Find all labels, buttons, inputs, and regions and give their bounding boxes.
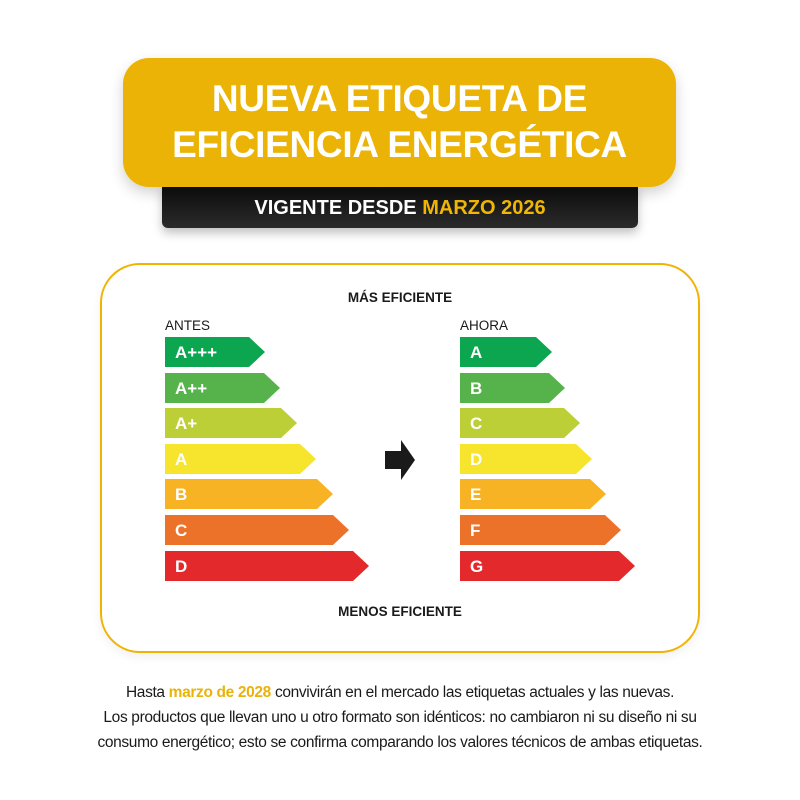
more-efficient-label: MÁS EFICIENTE bbox=[347, 290, 453, 305]
footnote: Hasta marzo de 2028 convivirán en el mer… bbox=[0, 680, 800, 755]
after-class-bar-F: F bbox=[460, 515, 621, 545]
before-class-bar-A+: A+ bbox=[165, 408, 297, 438]
subtitle-bar: VIGENTE DESDE MARZO 2026 bbox=[162, 184, 638, 228]
after-class-bar-A: A bbox=[460, 337, 552, 367]
after-class-bar-B: B bbox=[460, 373, 565, 403]
footnote-line-3: consumo energético; esto se confirma com… bbox=[97, 734, 703, 751]
subtitle-date: MARZO 2026 bbox=[422, 197, 546, 219]
title-line-2: EFICIENCIA ENERGÉTICA bbox=[172, 124, 627, 165]
footnote-line-2: Los productos que llevan uno u otro form… bbox=[103, 709, 697, 726]
after-class-bar-G: G bbox=[460, 551, 635, 581]
footnote-date: marzo de 2028 bbox=[168, 684, 272, 701]
after-label: AHORA bbox=[460, 318, 509, 333]
title-line-1: NUEVA ETIQUETA DE bbox=[211, 78, 588, 119]
before-label: ANTES bbox=[165, 318, 211, 333]
after-class-bar-E: E bbox=[460, 479, 606, 509]
footnote-prefix: Hasta bbox=[125, 684, 165, 701]
title-banner: NUEVA ETIQUETA DE EFICIENCIA ENERGÉTICA bbox=[123, 58, 676, 187]
before-class-bar-B: B bbox=[165, 479, 333, 509]
after-class-bar-D: D bbox=[460, 444, 592, 474]
footnote-suffix: convivirán en el mercado las etiquetas a… bbox=[274, 684, 675, 701]
before-class-bar-A: A bbox=[165, 444, 316, 474]
less-efficient-label: MENOS EFICIENTE bbox=[338, 604, 462, 619]
before-class-bar-A++: A++ bbox=[165, 373, 280, 403]
right-arrow-icon bbox=[385, 440, 415, 480]
before-class-bar-D: D bbox=[165, 551, 369, 581]
footnote-line-1: Hasta marzo de 2028 convivirán en el mer… bbox=[0, 680, 800, 705]
after-class-bar-C: C bbox=[460, 408, 580, 438]
before-class-bar-A+++: A+++ bbox=[165, 337, 265, 367]
before-class-bar-C: C bbox=[165, 515, 349, 545]
subtitle-prefix: VIGENTE DESDE bbox=[254, 197, 417, 219]
